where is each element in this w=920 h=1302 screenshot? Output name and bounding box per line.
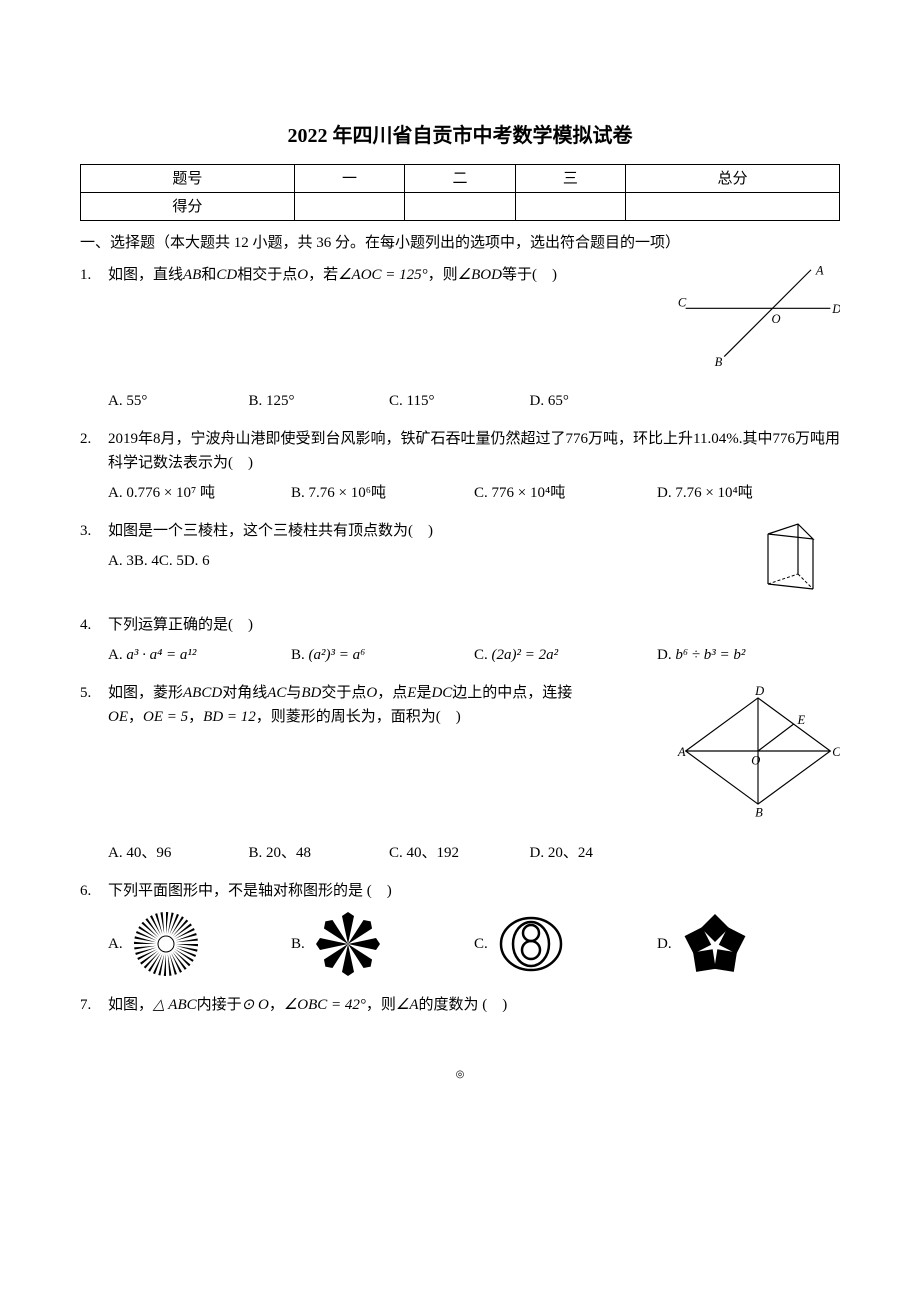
choice-b: B. (a²)³ = a⁶ [291,643,474,667]
choice-a: A. a³ · a⁴ = a¹² [108,643,291,667]
answer-choices: A. 3B. 4C. 5D. 6 [108,549,740,573]
cell [515,193,625,221]
cell: 总分 [626,165,840,193]
cell [294,193,404,221]
question-number: 6. [80,879,108,979]
question-number: 7. [80,993,108,1023]
question-2: 2. 2019年8月，宁波舟山港即使受到台风影响，铁矿石吞吐量仍然超过了776万… [80,427,840,505]
choice-d: D. 20、24 [530,841,671,865]
question-number: 1. [80,263,108,413]
cell: 题号 [81,165,295,193]
choice-c: C. 776 × 10⁴吨 [474,481,657,505]
cell [405,193,515,221]
answer-choices: A. 55° B. 125° C. 115° D. 65° [108,389,670,413]
svg-text:O: O [751,754,760,768]
answer-choices: A. 40、96 B. 20、48 C. 40、192 D. 20、24 [108,841,670,865]
question-stem: 如图是一个三棱柱，这个三棱柱共有顶点数为( ) [108,519,740,543]
svg-text:D: D [754,684,764,698]
question-7: 7. 如图，△ ABC内接于⊙ O，∠OBC = 42°，则∠A的度数为 ( ) [80,993,840,1023]
star-flower-icon [680,909,750,979]
section-heading: 一、选择题（本大题共 12 小题，共 36 分。在每小题列出的选项中，选出符合题… [80,231,840,255]
cell: 二 [405,165,515,193]
choice-b: B. [291,909,474,979]
choice-a: A. 40、96 [108,841,249,865]
question-stem: 如图，菱形ABCD对角线AC与BD交于点O，点E是DC边上的中点，连接 OE，O… [108,681,670,729]
page-marker-icon: ◎ [456,1069,465,1080]
table-row: 题号 一 二 三 总分 [81,165,840,193]
answer-choices: A. 0.776 × 10⁷ 吨 B. 7.76 × 10⁶吨 C. 776 ×… [108,481,840,505]
svg-text:A: A [677,745,686,759]
svg-text:D: D [831,302,840,316]
choice-b: B. 125° [249,389,390,413]
question-number: 3. [80,519,108,599]
question-4: 4. 下列运算正确的是( ) A. a³ · a⁴ = a¹² B. (a²)³… [80,613,840,667]
svg-text:E: E [797,713,806,727]
question-6: 6. 下列平面图形中，不是轴对称图形的是 ( ) A. B. [80,879,840,979]
svg-text:C: C [832,745,840,759]
choice-a: A. 55° [108,389,249,413]
choice-d: D. 7.76 × 10⁴吨 [657,481,840,505]
figure-q3 [740,519,840,599]
exam-title: 2022 年四川省自贡市中考数学模拟试卷 [80,120,840,152]
choice-d: D. 65° [530,389,671,413]
svg-text:C: C [678,295,687,309]
cell: 得分 [81,193,295,221]
choice-d: D. b⁶ ÷ b³ = b² [657,643,840,667]
question-stem: 下列运算正确的是( ) [108,613,840,637]
question-1: 1. 如图，直线AB和CD相交于点O，若∠AOC = 125°，则∠BOD等于(… [80,263,840,413]
choice-a: A. [108,909,291,979]
question-number: 4. [80,613,108,667]
question-stem: 下列平面图形中，不是轴对称图形的是 ( ) [108,879,840,903]
cell: 一 [294,165,404,193]
question-3: 3. 如图是一个三棱柱，这个三棱柱共有顶点数为( ) A. 3B. 4C. 5D… [80,519,840,599]
score-table: 题号 一 二 三 总分 得分 [80,164,840,221]
choice-d: D. [657,909,840,979]
cell [626,193,840,221]
choice-c: C. 115° [389,389,530,413]
question-number: 5. [80,681,108,865]
choice-b: B. 20、48 [249,841,390,865]
svg-text:B: B [755,806,763,820]
choice-c: C. (2a)² = 2a² [474,643,657,667]
snowflake-icon [313,909,383,979]
question-stem: 2019年8月，宁波舟山港即使受到台风影响，铁矿石吞吐量仍然超过了776万吨，环… [108,427,840,475]
figure-q5: A B C D E O [670,681,840,865]
choice-c: C. [474,909,657,979]
question-number: 2. [80,427,108,505]
cell: 三 [515,165,625,193]
choice-a: A. 0.776 × 10⁷ 吨 [108,481,291,505]
answer-choices: A. B. C. [108,909,840,979]
svg-text:B: B [715,355,723,369]
table-row: 得分 [81,193,840,221]
question-stem: 如图，直线AB和CD相交于点O，若∠AOC = 125°，则∠BOD等于( ) [108,263,670,287]
choice-c: C. 40、192 [389,841,530,865]
choice-b: B. 7.76 × 10⁶吨 [291,481,474,505]
question-stem: 如图，△ ABC内接于⊙ O，∠OBC = 42°，则∠A的度数为 ( ) [108,993,840,1017]
answer-choices: A. a³ · a⁴ = a¹² B. (a²)³ = a⁶ C. (2a)² … [108,643,840,667]
rings-icon [496,909,566,979]
question-5: 5. 如图，菱形ABCD对角线AC与BD交于点O，点E是DC边上的中点，连接 O… [80,681,840,865]
figure-q1: A B C D O [670,263,840,413]
svg-text:A: A [815,264,824,278]
svg-text:O: O [772,312,781,326]
sunburst-icon [131,909,201,979]
